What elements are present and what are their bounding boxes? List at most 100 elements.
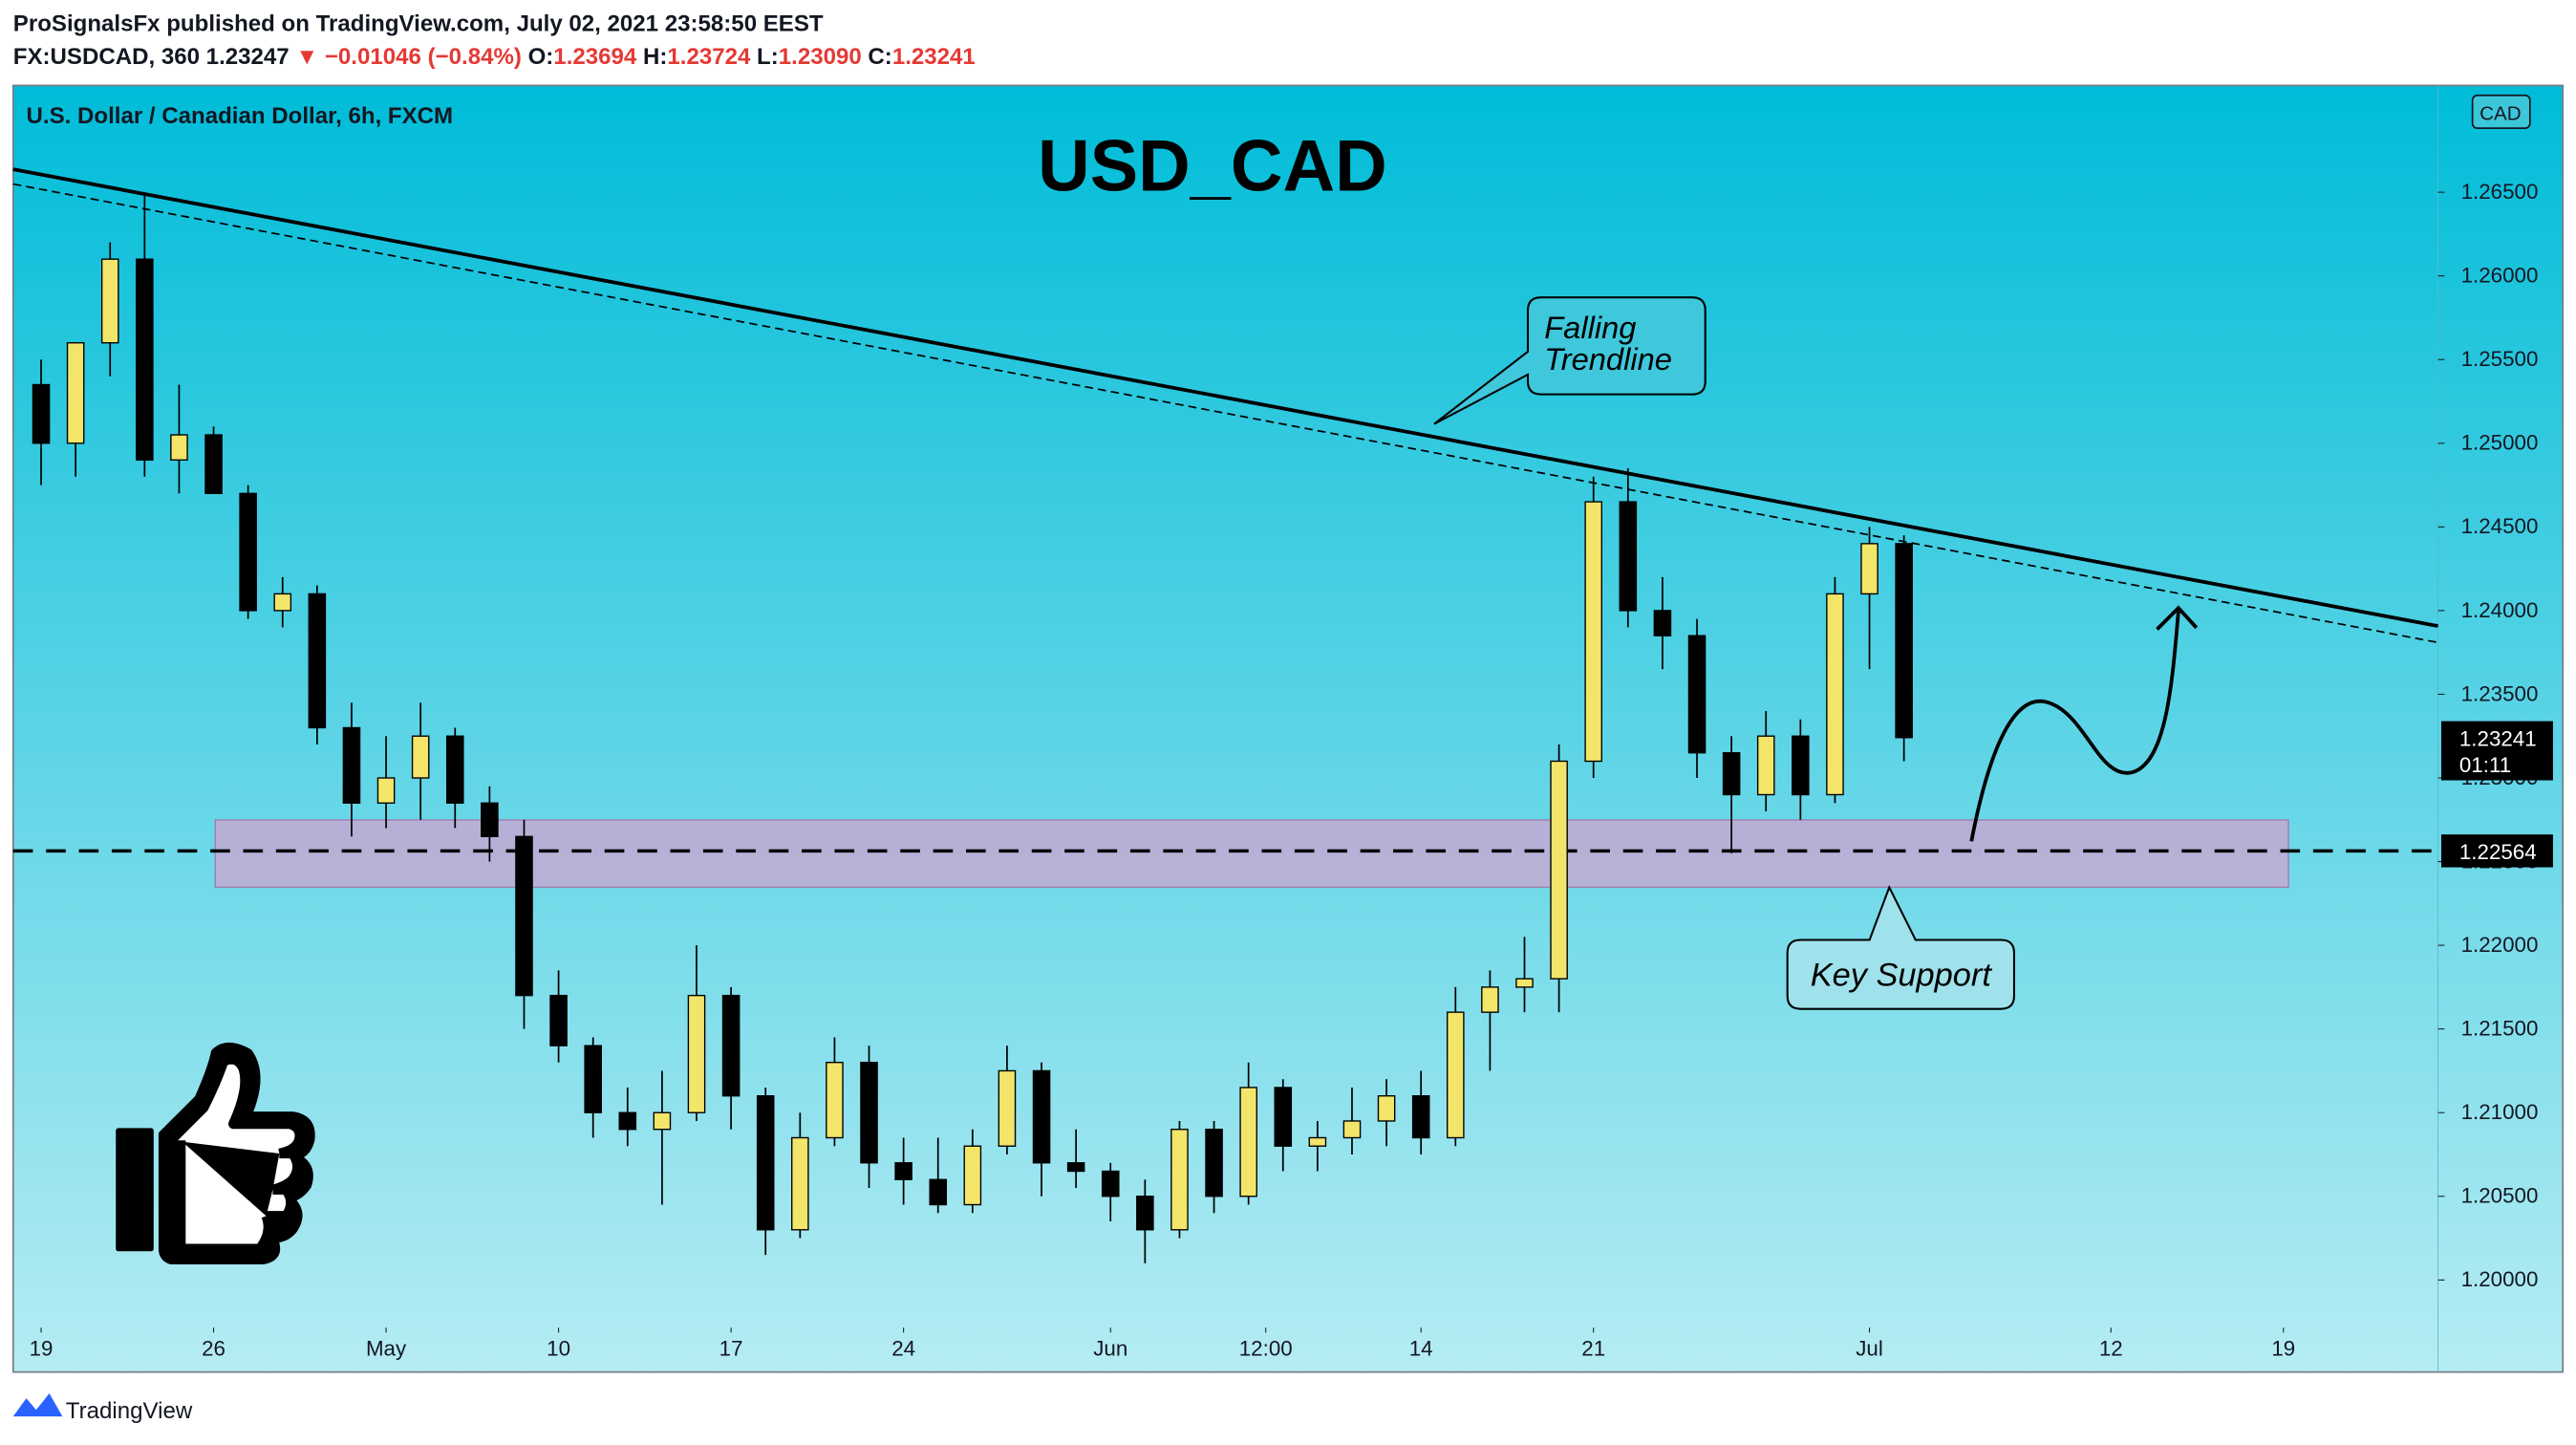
candle-body <box>756 1095 775 1231</box>
candle-body <box>1308 1136 1327 1147</box>
candle-body <box>1032 1069 1051 1164</box>
candle-body <box>170 434 188 461</box>
y-tick-label: 1.22000 <box>2461 933 2539 957</box>
x-tick-label: 17 <box>719 1336 743 1360</box>
x-tick-label: 19 <box>30 1336 54 1360</box>
h-label: H: <box>643 44 667 70</box>
y-tick-label: 1.25000 <box>2461 431 2539 455</box>
x-tick-label: 24 <box>891 1336 915 1360</box>
price: 1.23247 <box>206 44 290 70</box>
h-value: 1.23724 <box>667 44 751 70</box>
x-tick-label: May <box>366 1336 407 1360</box>
candle-body <box>1411 1095 1430 1139</box>
support-zone <box>214 819 2289 889</box>
candle-body <box>791 1136 809 1231</box>
candle-body <box>411 735 430 779</box>
candle-body <box>721 994 741 1097</box>
candle-body <box>273 593 292 612</box>
currency: CAD <box>2479 103 2522 125</box>
x-tick-label: 14 <box>1409 1336 1433 1360</box>
trendline <box>12 167 2438 628</box>
tv-logo <box>12 1393 63 1417</box>
candle-body <box>1205 1129 1223 1197</box>
y-tick-label: 1.23500 <box>2461 681 2539 705</box>
candle-body <box>1101 1170 1120 1197</box>
candle-body <box>481 802 499 837</box>
candle-body <box>1687 635 1707 754</box>
y-tick-label: 1.26500 <box>2461 180 2539 204</box>
publisher: ProSignalsFx published on TradingView.co… <box>13 11 824 37</box>
candle-body <box>308 593 327 729</box>
candle-body <box>1481 986 1499 1013</box>
l-label: L: <box>757 44 779 70</box>
candle-body <box>1826 593 1844 796</box>
x-tick-label: Jun <box>1093 1336 1127 1360</box>
candle-body <box>998 1069 1017 1147</box>
x-tick-label: 21 <box>1581 1336 1605 1360</box>
plot <box>12 192 2438 1263</box>
y-tick-label: 1.20000 <box>2461 1267 2539 1291</box>
support-price-label: 1.22564 <box>2459 840 2537 864</box>
candle-body <box>32 383 51 444</box>
candle-body <box>860 1062 878 1164</box>
y-tick-label: 1.24500 <box>2461 514 2539 538</box>
instrument: U.S. Dollar / Canadian Dollar, 6h, FXCM <box>27 103 454 129</box>
candle-body <box>963 1145 982 1206</box>
x-tick-label: 19 <box>2271 1336 2295 1360</box>
candle-body <box>653 1111 672 1131</box>
annotation: Key Support <box>1811 958 1993 994</box>
x-tick-label: 12 <box>2099 1336 2123 1360</box>
candle-body <box>1170 1129 1189 1231</box>
support-price-box <box>2440 834 2553 868</box>
candle-body <box>549 994 568 1046</box>
candle-body <box>445 735 464 804</box>
candle-body <box>618 1111 637 1131</box>
c-value: 1.23241 <box>892 44 976 70</box>
brand: TradingView <box>66 1398 193 1424</box>
candle-body <box>1653 610 1672 636</box>
o-label: O: <box>528 44 554 70</box>
candle-body <box>1066 1162 1085 1173</box>
x-tick-label: 10 <box>547 1336 570 1360</box>
chart-area <box>11 84 2565 1373</box>
candle-body <box>1550 760 1568 980</box>
y-tick-label: 1.25500 <box>2461 347 2539 371</box>
y-tick-label: 1.26000 <box>2461 264 2539 288</box>
thumbs-up-inner <box>167 1054 305 1254</box>
candle-body <box>1756 735 1775 796</box>
candle-body <box>1860 543 1878 595</box>
ohlc-line: FX:USDCAD, 360 1.23247 ▼ −0.01046 (−0.84… <box>13 44 976 70</box>
candle-body <box>929 1178 948 1206</box>
countdown-label: 01:11 <box>2459 753 2511 777</box>
candle-body <box>894 1162 912 1180</box>
x-tick-label: Jul <box>1856 1336 1883 1360</box>
candle-body <box>1584 501 1603 763</box>
c-label: C: <box>868 44 891 70</box>
trendline-dashed <box>12 183 2438 644</box>
last-price-box <box>2440 721 2553 781</box>
candle-body <box>1274 1087 1293 1147</box>
y-tick-label: 1.20500 <box>2461 1184 2539 1208</box>
candle-body <box>1515 978 1534 988</box>
y-tick-label: 1.24000 <box>2461 598 2539 622</box>
candle-body <box>584 1045 602 1113</box>
candle-body <box>66 342 85 444</box>
candle-body <box>376 777 396 804</box>
annotation: Trendline <box>1544 341 1672 377</box>
o-value: 1.23694 <box>553 44 637 70</box>
x-tick-label: 12:00 <box>1239 1336 1293 1360</box>
x-tick-label: 26 <box>202 1336 225 1360</box>
last-price-label: 1.23241 <box>2459 726 2537 750</box>
candle-body <box>1447 1011 1465 1139</box>
candle-body <box>100 258 119 344</box>
thumbs-up-icon <box>116 1042 315 1265</box>
arrow-head <box>2156 605 2199 631</box>
candle-body <box>515 835 533 997</box>
candle-body <box>1895 543 1913 739</box>
candle-body <box>1342 1120 1362 1139</box>
y-tick-label: 1.21000 <box>2461 1100 2539 1124</box>
projection-arrow <box>1969 611 2180 842</box>
symbol: FX:USDCAD, 360 <box>13 44 200 70</box>
change: ▼ −0.01046 (−0.84%) <box>295 44 522 70</box>
